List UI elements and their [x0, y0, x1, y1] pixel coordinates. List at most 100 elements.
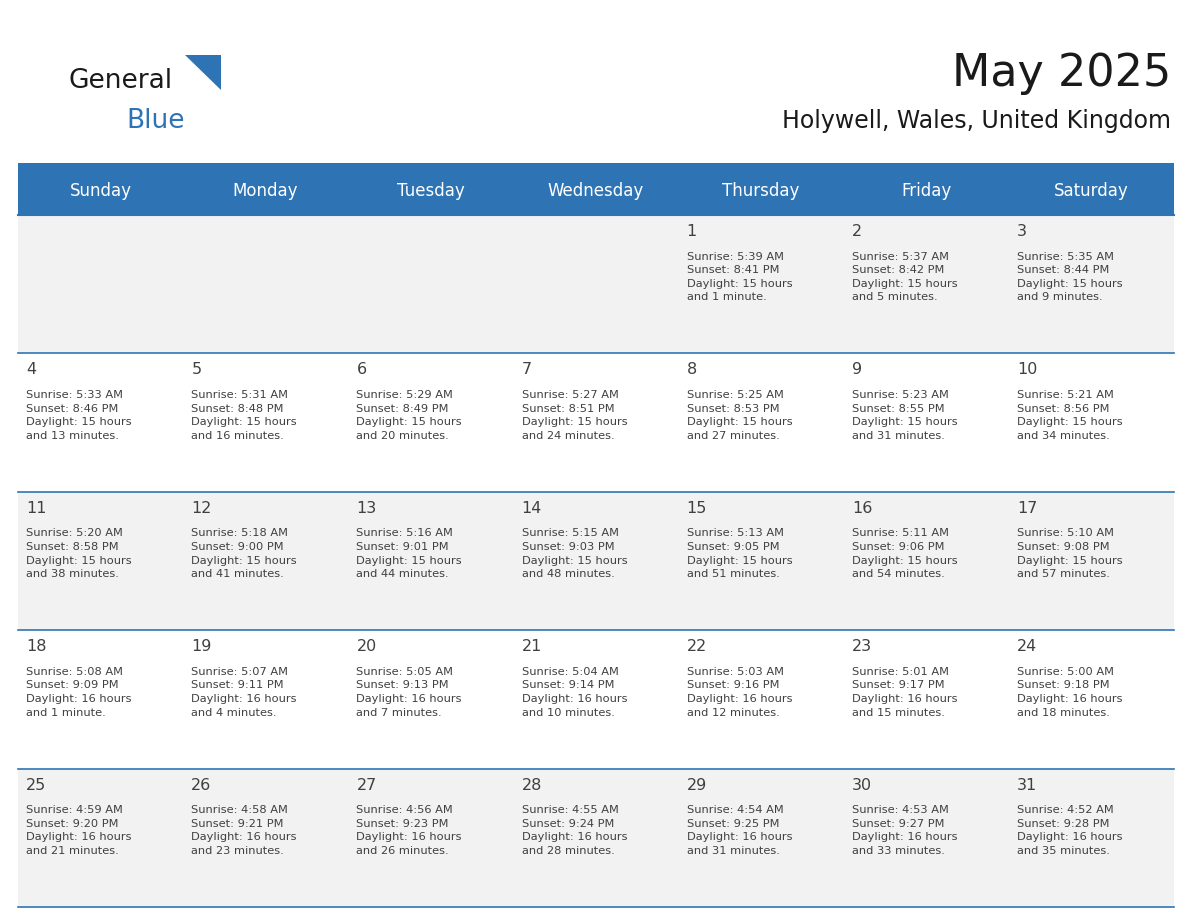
- Text: Sunrise: 5:39 AM: Sunrise: 5:39 AM: [687, 252, 784, 262]
- Text: Sunset: 9:16 PM: Sunset: 9:16 PM: [687, 680, 779, 690]
- Text: Sunrise: 5:18 AM: Sunrise: 5:18 AM: [191, 529, 289, 538]
- Text: and 7 minutes.: and 7 minutes.: [356, 708, 442, 718]
- Text: Sunset: 9:08 PM: Sunset: 9:08 PM: [1017, 542, 1110, 552]
- Text: and 10 minutes.: and 10 minutes.: [522, 708, 614, 718]
- Text: Thursday: Thursday: [722, 182, 800, 200]
- Text: Sunset: 8:42 PM: Sunset: 8:42 PM: [852, 265, 944, 275]
- Text: Sunset: 9:27 PM: Sunset: 9:27 PM: [852, 819, 944, 829]
- Text: Sunset: 8:55 PM: Sunset: 8:55 PM: [852, 404, 944, 413]
- Text: Sunrise: 5:00 AM: Sunrise: 5:00 AM: [1017, 666, 1114, 677]
- Text: Monday: Monday: [233, 182, 298, 200]
- Text: and 34 minutes.: and 34 minutes.: [1017, 431, 1110, 441]
- Text: and 33 minutes.: and 33 minutes.: [852, 846, 944, 856]
- Text: Daylight: 15 hours: Daylight: 15 hours: [687, 279, 792, 288]
- Text: Sunrise: 5:03 AM: Sunrise: 5:03 AM: [687, 666, 784, 677]
- Text: 28: 28: [522, 778, 542, 793]
- Text: Daylight: 15 hours: Daylight: 15 hours: [26, 555, 132, 565]
- Text: Sunset: 9:20 PM: Sunset: 9:20 PM: [26, 819, 119, 829]
- Bar: [18, 163, 1174, 167]
- Text: Sunrise: 5:29 AM: Sunrise: 5:29 AM: [356, 390, 454, 400]
- Text: Sunrise: 5:37 AM: Sunrise: 5:37 AM: [852, 252, 949, 262]
- Text: Sunrise: 5:20 AM: Sunrise: 5:20 AM: [26, 529, 124, 538]
- Text: Daylight: 16 hours: Daylight: 16 hours: [1017, 694, 1123, 704]
- Text: Sunset: 8:58 PM: Sunset: 8:58 PM: [26, 542, 119, 552]
- Text: and 26 minutes.: and 26 minutes.: [356, 846, 449, 856]
- Text: Daylight: 16 hours: Daylight: 16 hours: [26, 694, 132, 704]
- Text: and 54 minutes.: and 54 minutes.: [852, 569, 944, 579]
- Text: Sunrise: 4:54 AM: Sunrise: 4:54 AM: [687, 805, 783, 815]
- Text: Daylight: 15 hours: Daylight: 15 hours: [356, 417, 462, 427]
- Text: and 57 minutes.: and 57 minutes.: [1017, 569, 1110, 579]
- Text: and 9 minutes.: and 9 minutes.: [1017, 292, 1102, 302]
- Text: and 1 minute.: and 1 minute.: [687, 292, 766, 302]
- Text: Daylight: 16 hours: Daylight: 16 hours: [852, 694, 958, 704]
- Text: Daylight: 15 hours: Daylight: 15 hours: [191, 417, 297, 427]
- Text: Daylight: 15 hours: Daylight: 15 hours: [687, 417, 792, 427]
- Text: Daylight: 15 hours: Daylight: 15 hours: [522, 417, 627, 427]
- Text: Daylight: 15 hours: Daylight: 15 hours: [852, 279, 958, 288]
- Text: 6: 6: [356, 363, 367, 377]
- Text: 15: 15: [687, 501, 707, 516]
- Text: and 31 minutes.: and 31 minutes.: [852, 431, 944, 441]
- Text: Sunset: 9:05 PM: Sunset: 9:05 PM: [687, 542, 779, 552]
- Text: 30: 30: [852, 778, 872, 793]
- Text: and 44 minutes.: and 44 minutes.: [356, 569, 449, 579]
- Text: and 20 minutes.: and 20 minutes.: [356, 431, 449, 441]
- Text: Holywell, Wales, United Kingdom: Holywell, Wales, United Kingdom: [783, 109, 1171, 133]
- Bar: [18, 167, 1174, 215]
- Text: Sunset: 9:03 PM: Sunset: 9:03 PM: [522, 542, 614, 552]
- Text: 25: 25: [26, 778, 46, 793]
- Text: Sunrise: 5:35 AM: Sunrise: 5:35 AM: [1017, 252, 1114, 262]
- Text: Sunrise: 5:21 AM: Sunrise: 5:21 AM: [1017, 390, 1114, 400]
- Text: and 35 minutes.: and 35 minutes.: [1017, 846, 1110, 856]
- Text: 31: 31: [1017, 778, 1037, 793]
- Text: Sunset: 8:56 PM: Sunset: 8:56 PM: [1017, 404, 1110, 413]
- Text: Daylight: 16 hours: Daylight: 16 hours: [191, 833, 297, 843]
- Text: 22: 22: [687, 639, 707, 655]
- Text: and 15 minutes.: and 15 minutes.: [852, 708, 944, 718]
- Text: Sunset: 9:06 PM: Sunset: 9:06 PM: [852, 542, 944, 552]
- Text: Sunrise: 4:52 AM: Sunrise: 4:52 AM: [1017, 805, 1113, 815]
- Text: 24: 24: [1017, 639, 1037, 655]
- Text: and 41 minutes.: and 41 minutes.: [191, 569, 284, 579]
- Text: Sunrise: 4:53 AM: Sunrise: 4:53 AM: [852, 805, 949, 815]
- Text: Sunrise: 5:23 AM: Sunrise: 5:23 AM: [852, 390, 949, 400]
- Text: Sunrise: 5:01 AM: Sunrise: 5:01 AM: [852, 666, 949, 677]
- Text: 17: 17: [1017, 501, 1037, 516]
- Text: Daylight: 16 hours: Daylight: 16 hours: [687, 833, 792, 843]
- Text: Sunset: 9:23 PM: Sunset: 9:23 PM: [356, 819, 449, 829]
- Text: Daylight: 15 hours: Daylight: 15 hours: [687, 555, 792, 565]
- Text: Sunday: Sunday: [69, 182, 132, 200]
- Text: Daylight: 16 hours: Daylight: 16 hours: [356, 694, 462, 704]
- Text: and 31 minutes.: and 31 minutes.: [687, 846, 779, 856]
- Text: Sunrise: 5:08 AM: Sunrise: 5:08 AM: [26, 666, 124, 677]
- Text: 13: 13: [356, 501, 377, 516]
- Text: Sunset: 8:48 PM: Sunset: 8:48 PM: [191, 404, 284, 413]
- Text: Sunrise: 5:16 AM: Sunrise: 5:16 AM: [356, 529, 454, 538]
- Text: and 12 minutes.: and 12 minutes.: [687, 708, 779, 718]
- Text: and 27 minutes.: and 27 minutes.: [687, 431, 779, 441]
- Text: 26: 26: [191, 778, 211, 793]
- Text: Sunset: 9:18 PM: Sunset: 9:18 PM: [1017, 680, 1110, 690]
- Text: Sunset: 8:49 PM: Sunset: 8:49 PM: [356, 404, 449, 413]
- Bar: [18, 630, 1174, 768]
- Text: Friday: Friday: [901, 182, 952, 200]
- Text: and 38 minutes.: and 38 minutes.: [26, 569, 119, 579]
- Text: Sunset: 8:51 PM: Sunset: 8:51 PM: [522, 404, 614, 413]
- Text: Saturday: Saturday: [1054, 182, 1129, 200]
- Text: 1: 1: [687, 224, 697, 239]
- Text: 29: 29: [687, 778, 707, 793]
- Text: Sunrise: 4:55 AM: Sunrise: 4:55 AM: [522, 805, 619, 815]
- Text: Daylight: 16 hours: Daylight: 16 hours: [522, 833, 627, 843]
- Bar: [18, 492, 1174, 630]
- Text: Daylight: 16 hours: Daylight: 16 hours: [1017, 833, 1123, 843]
- Text: and 24 minutes.: and 24 minutes.: [522, 431, 614, 441]
- Text: Daylight: 16 hours: Daylight: 16 hours: [356, 833, 462, 843]
- Text: Sunrise: 5:31 AM: Sunrise: 5:31 AM: [191, 390, 289, 400]
- Text: Sunset: 9:11 PM: Sunset: 9:11 PM: [191, 680, 284, 690]
- Text: Sunset: 9:17 PM: Sunset: 9:17 PM: [852, 680, 944, 690]
- Text: Sunset: 9:09 PM: Sunset: 9:09 PM: [26, 680, 119, 690]
- Text: 5: 5: [191, 363, 202, 377]
- Text: Sunset: 9:01 PM: Sunset: 9:01 PM: [356, 542, 449, 552]
- Text: Daylight: 15 hours: Daylight: 15 hours: [1017, 279, 1123, 288]
